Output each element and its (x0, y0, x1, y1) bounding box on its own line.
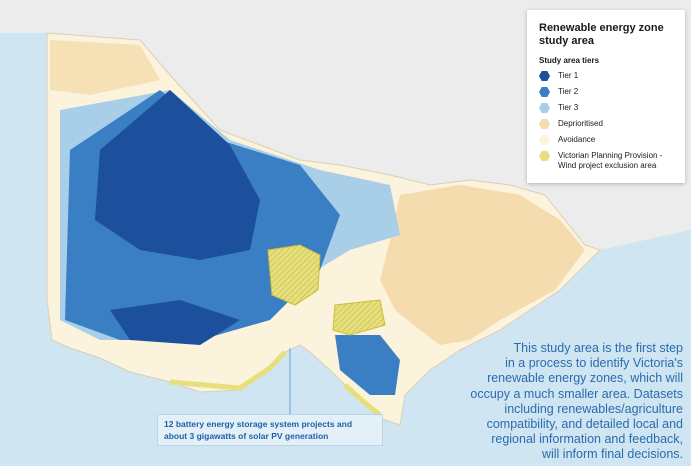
description-line: compatibility, and detailed local and (486, 417, 683, 432)
description-line: regional information and feedback, (491, 432, 683, 447)
legend-swatch (539, 151, 550, 161)
legend-label: Avoidance (558, 135, 595, 145)
description-line: including renewables/agriculture (504, 401, 683, 416)
legend-swatch (539, 135, 550, 145)
description-line: in a process to identify Victoria's (505, 356, 683, 371)
deprioritised-area (380, 185, 585, 345)
callout: 12 battery energy storage system project… (157, 414, 383, 446)
callout-line: 12 battery energy storage system project… (164, 419, 353, 429)
legend-label: Deprioritised (558, 119, 603, 129)
legend-label: Tier 3 (558, 103, 578, 113)
legend-swatch (539, 87, 550, 97)
legend-label-line: Tier 2 (558, 87, 579, 96)
deprioritised-area (50, 40, 160, 95)
tier1-area (110, 300, 240, 345)
legend-item: Tier 2 (539, 87, 675, 97)
legend-title-line: Renewable energy zone (539, 22, 664, 34)
legend-title: Renewable energy zone study area (539, 22, 675, 48)
land-nsw (0, 0, 691, 250)
legend-item: Avoidance (539, 135, 675, 145)
description: This study area is the first step in a pr… (343, 341, 683, 463)
description-line: will inform final decisions. (541, 447, 683, 462)
exclusion-coast (343, 383, 382, 417)
legend-title-line: study area (539, 35, 595, 47)
legend-item: Victorian Planning Provision - Wind proje… (539, 151, 675, 171)
legend-label: Victorian Planning Provision - Wind proje… (558, 151, 662, 171)
legend-label-line: Tier 1 (558, 71, 579, 80)
description-line: renewable energy zones, which will (487, 371, 683, 386)
legend-label-line: Avoidance (558, 135, 596, 144)
legend: Renewable energy zone study area Study ar… (527, 10, 685, 183)
legend-label: Tier 1 (558, 71, 578, 81)
tier1-area (95, 90, 260, 260)
legend-label-line: Deprioritised (558, 119, 603, 128)
callout-line: about 3 gigawatts of solar PV generation (164, 431, 329, 441)
legend-label-line: Wind project exclusion area (558, 161, 657, 170)
exclusion-area (332, 299, 386, 336)
legend-swatch (539, 71, 550, 81)
legend-item: Tier 1 (539, 71, 675, 81)
description-line: This study area is the first step (513, 341, 683, 355)
exclusion-coast (169, 350, 287, 391)
legend-label: Tier 2 (558, 87, 578, 97)
legend-swatch (539, 119, 550, 129)
legend-subtitle: Study area tiers (539, 56, 600, 65)
description-line: occupy a much smaller area. Datasets (470, 386, 683, 401)
legend-label-line: Victorian Planning Provision - (558, 151, 663, 160)
legend-item: Deprioritised (539, 119, 675, 129)
legend-item: Tier 3 (539, 103, 675, 113)
tier2-area (335, 335, 400, 395)
legend-swatch (539, 103, 550, 113)
exclusion-area (267, 244, 321, 306)
legend-label-line: Tier 3 (558, 103, 579, 112)
legend-items: Tier 1 Tier 2 Tier 3 Deprioritised Avoidance… (539, 71, 675, 171)
